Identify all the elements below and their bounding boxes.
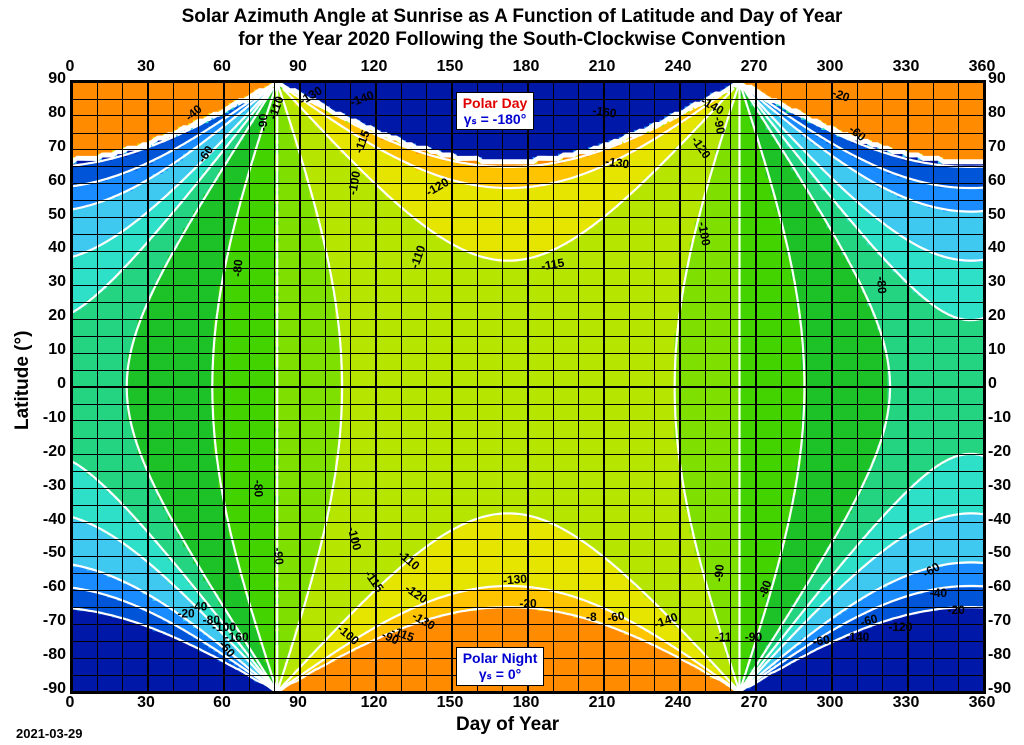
figure-title: Solar Azimuth Angle at Sunrise as A Func… [0, 6, 1024, 52]
y-tick: 50 [988, 206, 1024, 224]
y-tick: -60 [30, 578, 66, 596]
x-tick: 120 [360, 58, 388, 76]
y-tick: 30 [988, 273, 1024, 291]
title-line2: for the Year 2020 Following the South-Cl… [238, 29, 786, 50]
y-tick: 10 [988, 341, 1024, 359]
x-tick: 150 [436, 694, 464, 712]
x-tick: 90 [284, 58, 312, 76]
x-tick: 330 [892, 694, 920, 712]
y-tick: -50 [30, 544, 66, 562]
figure: Solar Azimuth Angle at Sunrise as A Func… [0, 0, 1024, 745]
y-tick: 70 [30, 138, 66, 156]
y-tick: 90 [988, 70, 1024, 88]
plot-area: -40-60-80-90-110-130-140-100-115-120-110… [70, 80, 986, 694]
annotation-polar-night: Polar Nightγₛ = 0° [456, 647, 545, 685]
x-tick: 60 [208, 694, 236, 712]
y-tick: 60 [30, 172, 66, 190]
x-tick: 210 [588, 694, 616, 712]
y-tick: -20 [988, 443, 1024, 461]
x-tick: 30 [132, 694, 160, 712]
annotation-polar-day: Polar Dayγₛ = -180° [456, 92, 535, 130]
y-tick: 40 [988, 239, 1024, 257]
x-tick: 240 [664, 58, 692, 76]
title-line1: Solar Azimuth Angle at Sunrise as A Func… [182, 6, 843, 27]
y-tick: -50 [988, 544, 1024, 562]
y-tick: -20 [30, 443, 66, 461]
y-tick: -10 [988, 409, 1024, 427]
y-tick: -40 [30, 511, 66, 529]
y-tick: 10 [30, 341, 66, 359]
y-tick: 20 [988, 307, 1024, 325]
x-tick: 150 [436, 58, 464, 76]
y-tick: 0 [988, 375, 1024, 393]
contour-labels: -40-60-80-90-110-130-140-100-115-120-110… [72, 82, 984, 692]
x-tick: 90 [284, 694, 312, 712]
x-tick: 270 [740, 58, 768, 76]
y-tick: -30 [30, 477, 66, 495]
y-tick: 20 [30, 307, 66, 325]
y-tick: -10 [30, 409, 66, 427]
x-tick: 330 [892, 58, 920, 76]
y-tick: -80 [30, 646, 66, 664]
y-tick: -70 [988, 612, 1024, 630]
y-tick: 0 [30, 375, 66, 393]
x-tick: 30 [132, 58, 160, 76]
y-tick: -40 [988, 511, 1024, 529]
y-tick: 80 [988, 104, 1024, 122]
x-tick: 240 [664, 694, 692, 712]
x-tick: 270 [740, 694, 768, 712]
y-tick: -90 [30, 680, 66, 698]
y-tick: 50 [30, 206, 66, 224]
date-stamp: 2021-03-29 [16, 726, 83, 741]
y-tick: 80 [30, 104, 66, 122]
y-tick: -80 [988, 646, 1024, 664]
y-tick: 40 [30, 239, 66, 257]
y-tick: 70 [988, 138, 1024, 156]
y-tick: -90 [988, 680, 1024, 698]
x-tick: 180 [512, 694, 540, 712]
y-tick: 90 [30, 70, 66, 88]
y-tick: 30 [30, 273, 66, 291]
x-axis-label: Day of Year [456, 714, 559, 736]
x-tick: 300 [816, 58, 844, 76]
x-tick: 210 [588, 58, 616, 76]
x-tick: 60 [208, 58, 236, 76]
y-tick: -60 [988, 578, 1024, 596]
x-tick: 300 [816, 694, 844, 712]
y-tick: 60 [988, 172, 1024, 190]
x-tick: 120 [360, 694, 388, 712]
x-tick: 180 [512, 58, 540, 76]
y-axis-label: Latitude (°) [12, 331, 34, 430]
y-tick: -70 [30, 612, 66, 630]
y-tick: -30 [988, 477, 1024, 495]
